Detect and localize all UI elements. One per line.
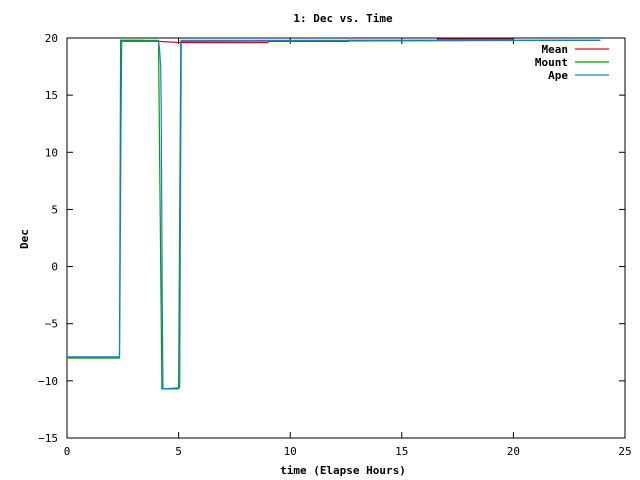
y-tick-label: 0 bbox=[51, 261, 58, 274]
y-tick-label: 10 bbox=[45, 146, 58, 159]
legend-label-ape: Ape bbox=[548, 69, 568, 82]
x-tick-label: 25 bbox=[618, 445, 631, 458]
y-axis-title: Dec bbox=[18, 229, 31, 249]
plot-frame bbox=[66, 37, 626, 439]
chart-title: 1: Dec vs. Time bbox=[293, 12, 393, 25]
y-tick-label: 15 bbox=[45, 89, 58, 102]
plot-area bbox=[66, 37, 626, 439]
y-tick-label: −5 bbox=[45, 318, 58, 331]
axis-ticks: 0 5 10 15 20 25 −15 −10 −5 0 5 10 15 20 bbox=[38, 32, 632, 458]
y-tick-label: 20 bbox=[45, 32, 58, 45]
series-layer bbox=[67, 38, 601, 390]
y-tick-label: −10 bbox=[38, 375, 58, 388]
x-tick-label: 20 bbox=[507, 445, 520, 458]
x-tick-label: 5 bbox=[175, 445, 182, 458]
x-axis-title: time (Elapse Hours) bbox=[280, 464, 406, 477]
legend-label-mount: Mount bbox=[535, 56, 568, 69]
y-tick-label: −15 bbox=[38, 432, 58, 445]
series-line-ape bbox=[67, 39, 601, 390]
x-tick-label: 0 bbox=[64, 445, 71, 458]
legend-label-mean: Mean bbox=[542, 43, 569, 56]
y-tick-label: 5 bbox=[51, 203, 58, 216]
x-tick-label: 15 bbox=[395, 445, 408, 458]
x-tick-label: 10 bbox=[284, 445, 297, 458]
